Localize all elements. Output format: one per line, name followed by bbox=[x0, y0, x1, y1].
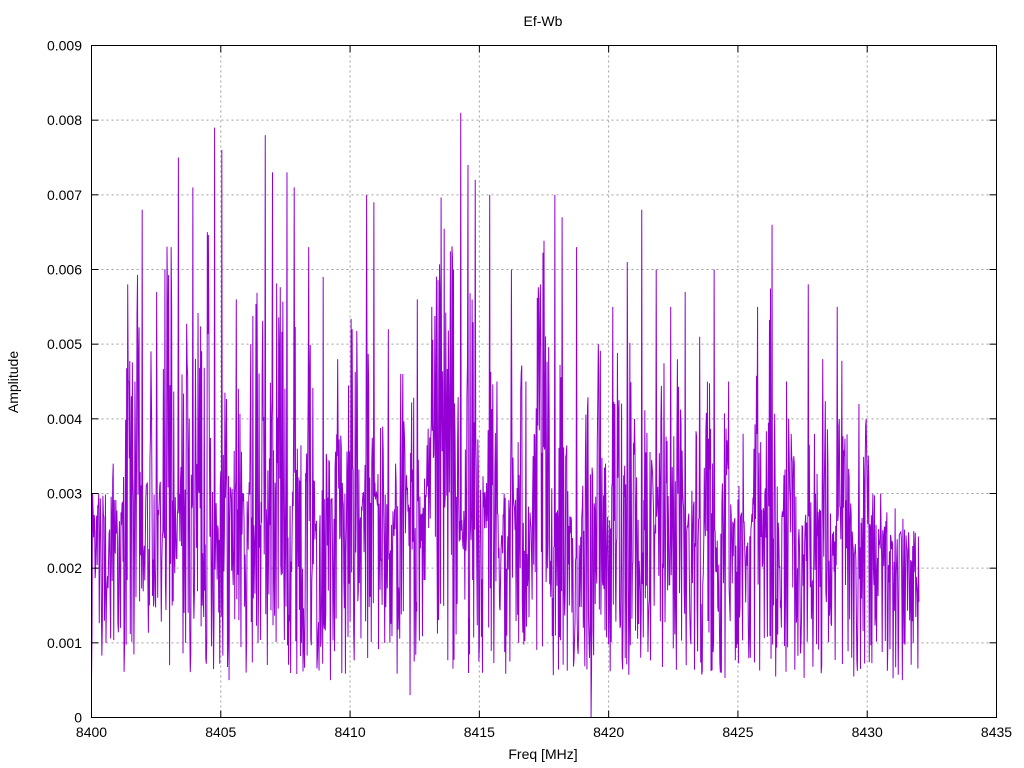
chart-title: Ef-Wb bbox=[524, 13, 563, 29]
plot-frame bbox=[91, 45, 997, 718]
y-tick-label: 0.009 bbox=[47, 38, 82, 54]
x-tick-label: 8405 bbox=[205, 724, 236, 740]
y-tick-label: 0.001 bbox=[47, 635, 82, 651]
x-tick-label: 8425 bbox=[722, 724, 753, 740]
y-tick-labels: 0 0.001 0.002 0.003 0.004 0.005 0.006 0.007 0.00… bbox=[47, 38, 82, 726]
x-tick-label: 8415 bbox=[464, 724, 495, 740]
y-tick-label: 0.008 bbox=[47, 112, 82, 128]
y-tick-label: 0 bbox=[74, 710, 82, 726]
series-amplitude bbox=[91, 112, 920, 718]
series-line bbox=[91, 112, 920, 718]
x-tick-labels: 8400 8405 8410 8415 8420 8425 8430 8435 bbox=[76, 724, 1012, 740]
x-tick-label: 8410 bbox=[334, 724, 365, 740]
y-tick-label: 0.007 bbox=[47, 187, 82, 203]
y-tick-label: 0.002 bbox=[47, 560, 82, 576]
x-tick-label: 8400 bbox=[76, 724, 107, 740]
y-tick-label: 0.004 bbox=[47, 411, 82, 427]
y-axis-label: Amplitude bbox=[5, 351, 21, 413]
y-tick-label: 0.006 bbox=[47, 262, 82, 278]
y-tick-label: 0.003 bbox=[47, 486, 82, 502]
x-tick-label: 8420 bbox=[593, 724, 624, 740]
x-axis-label: Freq [MHz] bbox=[508, 746, 577, 762]
grid-lines bbox=[91, 45, 997, 718]
x-tick-label: 8435 bbox=[981, 724, 1012, 740]
y-tick-label: 0.005 bbox=[47, 336, 82, 352]
x-tick-label: 8430 bbox=[852, 724, 883, 740]
tick-marks bbox=[91, 45, 997, 718]
